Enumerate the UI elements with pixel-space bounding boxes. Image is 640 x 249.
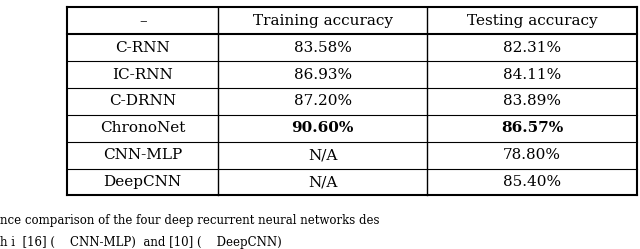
Text: DeepCNN: DeepCNN	[104, 175, 182, 189]
Text: C-DRNN: C-DRNN	[109, 94, 176, 109]
Text: N/A: N/A	[308, 148, 337, 162]
Text: N/A: N/A	[308, 175, 337, 189]
Text: 84.11%: 84.11%	[503, 68, 561, 82]
Text: 83.58%: 83.58%	[294, 41, 352, 55]
Text: 83.89%: 83.89%	[503, 94, 561, 109]
Text: Training accuracy: Training accuracy	[253, 14, 393, 28]
Text: –: –	[139, 14, 147, 28]
Text: nce comparison of the four deep recurrent neural networks des: nce comparison of the four deep recurren…	[0, 214, 380, 227]
Text: h i  [16] (    CNN-MLP)  and [10] (    DeepCNN): h i [16] ( CNN-MLP) and [10] ( DeepCNN)	[0, 236, 282, 249]
Text: 85.40%: 85.40%	[503, 175, 561, 189]
Text: 86.93%: 86.93%	[294, 68, 352, 82]
Text: 90.60%: 90.60%	[292, 121, 354, 135]
Text: 82.31%: 82.31%	[503, 41, 561, 55]
Text: Testing accuracy: Testing accuracy	[467, 14, 598, 28]
Text: IC-RNN: IC-RNN	[112, 68, 173, 82]
Text: 86.57%: 86.57%	[501, 121, 563, 135]
Text: 87.20%: 87.20%	[294, 94, 352, 109]
Text: CNN-MLP: CNN-MLP	[103, 148, 182, 162]
Text: 78.80%: 78.80%	[503, 148, 561, 162]
Text: ChronoNet: ChronoNet	[100, 121, 186, 135]
Text: C-RNN: C-RNN	[115, 41, 170, 55]
